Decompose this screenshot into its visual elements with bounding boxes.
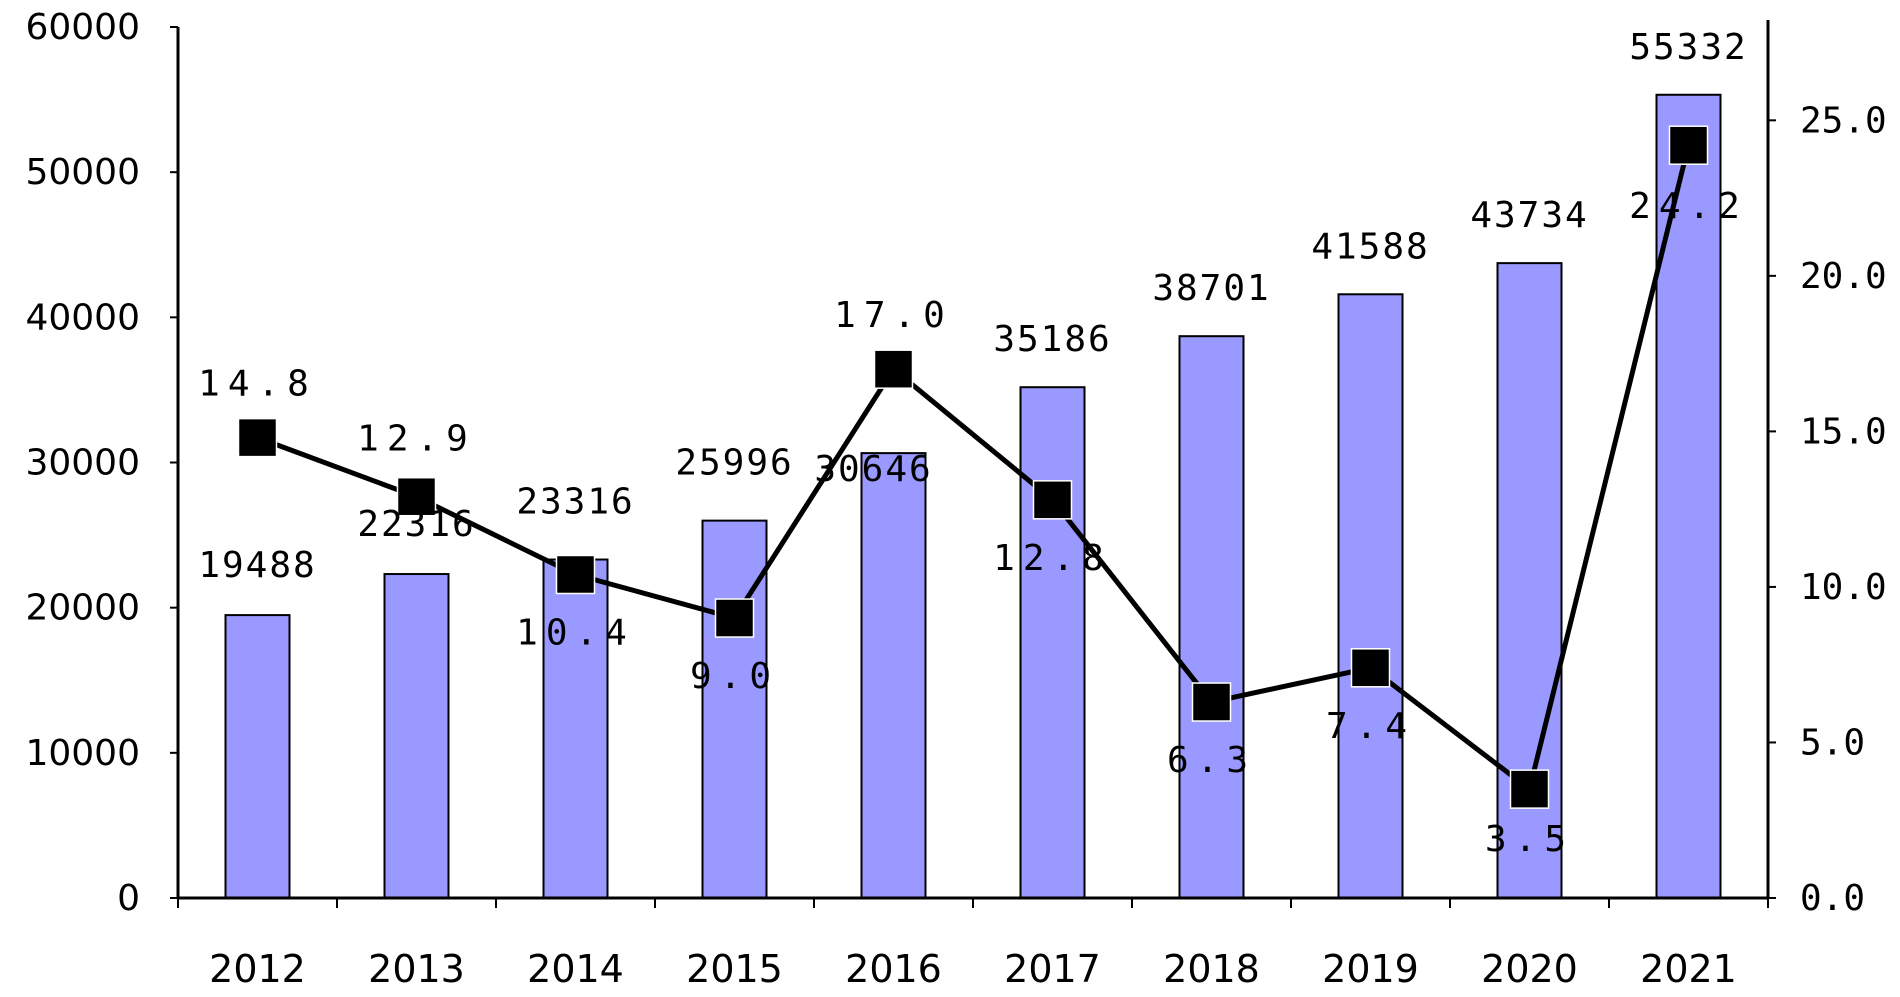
bar-value-label: 55332	[1629, 27, 1747, 68]
line-value-label: 3.5	[1485, 819, 1574, 860]
line-marker-2014	[555, 554, 596, 595]
bar-2013	[383, 573, 450, 899]
growth-line	[256, 144, 1691, 792]
bar-2016	[860, 452, 927, 899]
right-tick-label: 20.0	[1800, 256, 1887, 297]
line-value-label: 12.8	[993, 538, 1112, 579]
bar-2018	[1178, 335, 1245, 899]
bar-value-label: 35186	[993, 319, 1111, 360]
line-marker-2015	[714, 598, 755, 638]
line-value-label: 17.0	[834, 295, 953, 336]
x-tick-label: 2019	[1322, 947, 1419, 991]
x-tick-label: 2021	[1640, 947, 1737, 991]
bar-value-label: 22316	[357, 504, 475, 545]
right-tick-label: 5.0	[1800, 722, 1865, 763]
line-value-label: 7.4	[1326, 706, 1415, 747]
left-tick-label: 50000	[25, 152, 140, 193]
bar-2019	[1337, 293, 1404, 899]
bar-value-label: 25996	[675, 443, 793, 484]
x-tick-label: 2020	[1481, 947, 1578, 991]
line-marker-2018	[1191, 682, 1232, 722]
left-tick-label: 40000	[25, 297, 140, 338]
bar-value-label: 19488	[198, 545, 316, 586]
right-tick-label: 25.0	[1800, 100, 1887, 141]
bar-2015	[701, 519, 768, 900]
bar-2012	[224, 614, 291, 899]
line-value-label: 14.8	[198, 364, 317, 405]
labels-layer: 19488 22316 23316 25996 30646 35186 38701 41588…	[198, 27, 1748, 860]
left-tick-label: 60000	[25, 7, 140, 48]
right-tick-label: 15.0	[1800, 411, 1887, 452]
left-tick-label: 0	[117, 878, 140, 919]
line-marker-2021	[1668, 125, 1709, 165]
line-value-label: 9.0	[690, 656, 779, 697]
right-tick-label: 10.0	[1800, 567, 1887, 608]
x-tick-label: 2015	[686, 947, 783, 991]
line-marker-2016	[873, 349, 914, 389]
right-tick-label: 0.0	[1800, 878, 1865, 919]
x-tick-label: 2012	[209, 947, 306, 991]
bar-2017	[1019, 386, 1086, 899]
x-tick-label: 2018	[1163, 947, 1260, 991]
x-tick-label: 2017	[1004, 947, 1101, 991]
line-layer	[237, 125, 1709, 809]
line-value-label: 24.2	[1629, 186, 1748, 227]
bar-value-label: 41588	[1311, 226, 1429, 267]
line-marker-2013	[396, 476, 437, 517]
line-value-label: 6.3	[1167, 740, 1256, 781]
x-tick-label: 2013	[368, 947, 465, 991]
bar-2014	[542, 558, 609, 900]
bar-value-label: 38701	[1152, 268, 1270, 309]
bar-value-label: 43734	[1470, 195, 1588, 236]
line-marker-2019	[1350, 648, 1391, 688]
axes-layer: 0 10000 20000 30000 40000 50000 60000 0.0 5.0 10.…	[25, 7, 1886, 991]
left-tick-label: 10000	[25, 733, 140, 774]
left-tick-label: 30000	[25, 443, 140, 484]
bar-value-label: 23316	[516, 482, 634, 523]
x-tick-label: 2014	[527, 947, 624, 991]
line-marker-2017	[1032, 480, 1073, 520]
line-marker-2020	[1509, 769, 1550, 809]
bar-value-label: 30646	[814, 449, 932, 490]
line-value-label: 12.9	[357, 419, 476, 460]
line-marker-2012	[237, 417, 278, 458]
line-value-label: 10.4	[516, 612, 635, 653]
bars-layer	[224, 93, 1722, 900]
x-tick-label: 2016	[845, 947, 942, 991]
left-tick-label: 20000	[25, 588, 140, 629]
